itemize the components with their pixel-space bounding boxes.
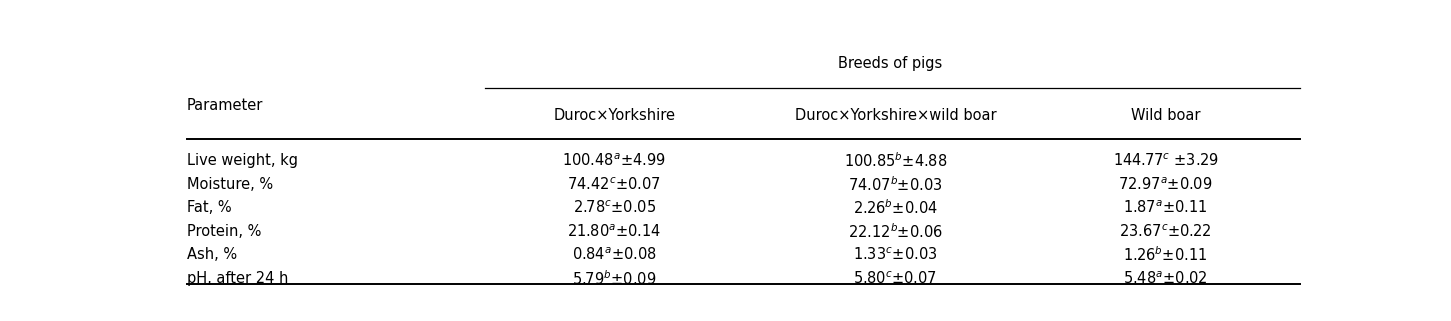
Text: 5.80$^c$±0.07: 5.80$^c$±0.07 — [853, 270, 937, 287]
Text: Duroc×Yorkshire: Duroc×Yorkshire — [553, 108, 675, 123]
Text: Duroc×Yorkshire×wild boar: Duroc×Yorkshire×wild boar — [795, 108, 997, 123]
Text: 1.33$^c$±0.03: 1.33$^c$±0.03 — [853, 247, 937, 263]
Text: 5.48$^a$±0.02: 5.48$^a$±0.02 — [1123, 270, 1207, 287]
Text: 100.85$^b$±4.88: 100.85$^b$±4.88 — [844, 152, 948, 170]
Text: 1.87$^a$±0.11: 1.87$^a$±0.11 — [1123, 200, 1207, 216]
Text: 0.84$^a$±0.08: 0.84$^a$±0.08 — [572, 247, 657, 263]
Text: Parameter: Parameter — [187, 98, 264, 113]
Text: 21.80$^a$±0.14: 21.80$^a$±0.14 — [567, 223, 662, 239]
Text: pH, after 24 h: pH, after 24 h — [187, 271, 289, 286]
Text: 2.78$^c$±0.05: 2.78$^c$±0.05 — [573, 200, 656, 216]
Text: 72.97$^a$±0.09: 72.97$^a$±0.09 — [1119, 176, 1213, 193]
Text: Wild boar: Wild boar — [1130, 108, 1200, 123]
Text: 144.77$^c$ ±3.29: 144.77$^c$ ±3.29 — [1113, 152, 1217, 169]
Text: 5.79$^b$±0.09: 5.79$^b$±0.09 — [572, 269, 656, 288]
Text: Breeds of pigs: Breeds of pigs — [837, 56, 942, 71]
Text: 1.26$^b$±0.11: 1.26$^b$±0.11 — [1123, 246, 1207, 264]
Text: 100.48$^a$±4.99: 100.48$^a$±4.99 — [563, 152, 666, 169]
Text: 74.07$^b$±0.03: 74.07$^b$±0.03 — [849, 175, 943, 194]
Text: Protein, %: Protein, % — [187, 224, 261, 239]
Text: 2.26$^b$±0.04: 2.26$^b$±0.04 — [853, 198, 937, 217]
Text: Moisture, %: Moisture, % — [187, 177, 273, 192]
Text: Live weight, kg: Live weight, kg — [187, 153, 297, 169]
Text: 74.42$^c$±0.07: 74.42$^c$±0.07 — [567, 176, 662, 193]
Text: Ash, %: Ash, % — [187, 247, 237, 262]
Text: 23.67$^c$±0.22: 23.67$^c$±0.22 — [1119, 223, 1212, 239]
Text: Fat, %: Fat, % — [187, 200, 232, 215]
Text: 22.12$^b$±0.06: 22.12$^b$±0.06 — [847, 222, 943, 241]
